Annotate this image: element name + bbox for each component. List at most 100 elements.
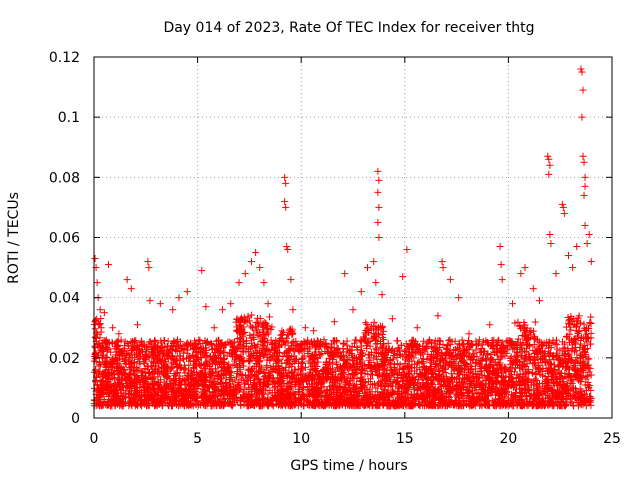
data-point — [455, 294, 463, 302]
data-point — [210, 324, 218, 332]
data-point — [115, 330, 123, 338]
data-point — [202, 303, 210, 311]
y-tick-label: 0.08 — [49, 170, 80, 186]
y-axis-label: ROTI / TECUs — [6, 192, 22, 284]
data-point — [256, 264, 264, 272]
data-point — [581, 182, 589, 190]
data-point — [579, 152, 587, 160]
data-point — [375, 176, 383, 184]
y-tick-label: 0.04 — [49, 291, 80, 307]
dense-point-band — [90, 311, 595, 410]
data-point — [374, 218, 382, 226]
data-point — [241, 270, 249, 278]
data-point — [374, 167, 382, 175]
y-tick-label: 0.12 — [49, 50, 80, 66]
data-point — [375, 203, 383, 211]
data-point — [284, 246, 292, 254]
data-point — [517, 270, 525, 278]
data-point — [578, 113, 586, 121]
data-point — [475, 336, 483, 344]
data-point — [282, 179, 290, 187]
data-point — [560, 209, 568, 217]
data-point — [227, 300, 235, 308]
data-point — [375, 234, 383, 241]
axis-ticks — [93, 56, 613, 419]
data-point — [374, 188, 382, 196]
data-point — [426, 336, 434, 344]
data-point — [260, 279, 268, 287]
data-point — [558, 200, 566, 208]
data-point — [218, 306, 226, 314]
x-tick-label: 10 — [292, 431, 310, 447]
data-point — [434, 312, 442, 320]
data-point — [105, 261, 113, 269]
data-point — [497, 261, 505, 269]
data-point — [372, 279, 380, 287]
x-tick-label: 15 — [396, 431, 414, 447]
data-point — [496, 243, 504, 251]
x-axis-label: GPS time / hours — [290, 458, 407, 474]
data-point — [301, 324, 309, 332]
data-point — [96, 306, 104, 314]
data-point — [552, 270, 560, 278]
data-point — [465, 330, 473, 338]
data-point — [264, 300, 272, 308]
data-point — [283, 243, 291, 251]
data-point — [446, 276, 454, 284]
data-point — [289, 306, 297, 314]
data-point — [281, 197, 289, 205]
data-point — [310, 327, 318, 335]
data-point — [546, 230, 554, 238]
data-point — [580, 191, 588, 199]
data-point — [183, 288, 191, 296]
y-tick-label: 0.06 — [49, 231, 80, 247]
data-point — [109, 324, 117, 332]
data-point — [175, 294, 183, 302]
y-tick-label: 0.1 — [58, 110, 80, 126]
data-point — [579, 86, 587, 94]
y-tick-label: 0.02 — [49, 351, 80, 367]
data-point — [146, 297, 154, 305]
data-point — [509, 300, 517, 308]
data-point — [577, 65, 585, 73]
data-point — [544, 152, 552, 160]
data-point — [585, 230, 593, 238]
data-point — [127, 285, 135, 293]
data-point — [93, 279, 101, 287]
data-point — [287, 276, 295, 284]
data-point — [364, 264, 372, 272]
data-point — [252, 249, 260, 257]
data-point — [545, 170, 553, 178]
data-point — [169, 306, 177, 314]
data-point — [91, 255, 99, 263]
data-point — [330, 318, 338, 326]
data-point — [535, 297, 543, 305]
data-point — [569, 264, 577, 272]
data-point — [320, 336, 328, 344]
data-point — [134, 321, 142, 329]
data-point — [578, 68, 586, 76]
data-point — [545, 155, 553, 163]
data-point — [546, 161, 554, 169]
data-point — [341, 270, 349, 278]
data-point — [521, 264, 529, 272]
data-point — [378, 291, 386, 299]
data-point — [123, 276, 131, 284]
x-tick-label: 25 — [603, 431, 621, 447]
data-point — [282, 203, 290, 211]
data-point — [439, 264, 447, 272]
chart-title: Day 014 of 2023, Rate Of TEC Index for r… — [163, 20, 534, 36]
data-point — [581, 221, 589, 229]
data-point — [144, 258, 152, 266]
data-point — [198, 267, 206, 275]
data-point — [100, 309, 108, 317]
data-point — [399, 273, 407, 281]
data-point — [583, 240, 591, 248]
data-point — [388, 315, 396, 323]
data-point — [581, 173, 589, 181]
x-tick-label: 5 — [193, 431, 202, 447]
data-point — [413, 324, 421, 332]
data-point — [349, 306, 357, 314]
axis-tick-labels: 0 0.02 0.04 0.06 0.08 0.1 0.12 0 5 10 15 20 25 — [49, 50, 621, 447]
